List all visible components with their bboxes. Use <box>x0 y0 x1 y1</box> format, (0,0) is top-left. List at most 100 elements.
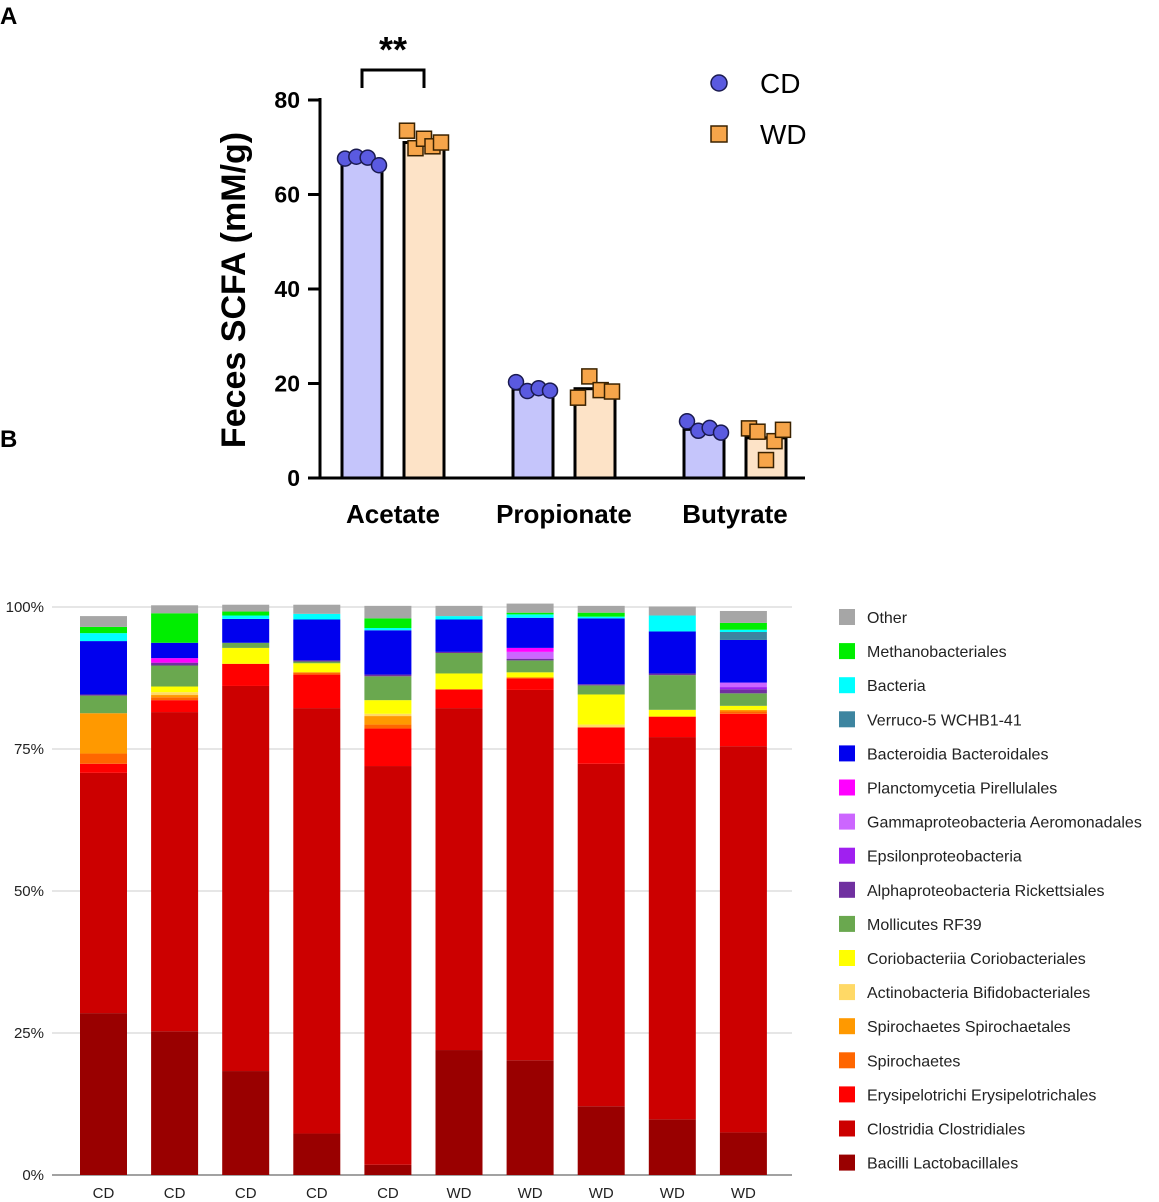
stack-segment-bacilli-lactobacillales <box>719 1132 767 1175</box>
panel-label-a: A <box>0 3 17 30</box>
stack-segment-coriobacteriia-coriobacteriales <box>364 700 412 714</box>
stack-segment-erysipelotrichi-erysipelotrichales <box>364 728 412 767</box>
legend-label-bacteria: Bacteria <box>867 678 926 695</box>
legend-label-spirochaetes: Spirochaetes <box>867 1053 960 1070</box>
stack-segment-mollicutes-rf39 <box>222 642 270 648</box>
x-category-label: WD <box>518 1185 543 1202</box>
data-point <box>757 451 775 469</box>
stack-segment-clostridia-clostridiales <box>151 712 199 1032</box>
data-point <box>370 156 388 174</box>
stack-segment-bacteria <box>222 615 270 619</box>
stack-segment-other <box>577 605 625 613</box>
significance-bracket <box>360 68 426 88</box>
stack-segment-spirochaetes-spirochaetales <box>151 695 199 698</box>
x-category-label: WD <box>589 1185 614 1202</box>
legend-label-erysipelotrichi-erysipelotrichales: Erysipelotrichi Erysipelotrichales <box>867 1087 1096 1104</box>
stack-segment-coriobacteriia-coriobacteriales <box>222 647 270 664</box>
stack-segment-alphaproteobacteria-rickettsiales <box>435 651 483 654</box>
stack-segment-spirochaetes-spirochaetales <box>719 709 767 712</box>
data-point <box>398 122 416 139</box>
legend-label-gammaproteobacteria-aeromonadales: Gammaproteobacteria Aeromonadales <box>867 815 1142 832</box>
legend-swatch-verruco-5-wchb1-41 <box>839 711 855 728</box>
legend-swatch-spirochaetes-spirochaetales <box>839 1018 855 1035</box>
data-point <box>581 368 598 385</box>
stack-segment-erysipelotrichi-erysipelotrichales <box>577 727 625 764</box>
legend-swatch-erysipelotrichi-erysipelotrichales <box>839 1086 855 1103</box>
stack-segment-bacilli-lactobacillales <box>364 1164 412 1175</box>
stack-segment-bacilli-lactobacillales <box>222 1071 270 1175</box>
legend-label-clostridia-clostridiales: Clostridia Clostridiales <box>867 1122 1025 1139</box>
stack-segment-bacilli-lactobacillales <box>648 1119 696 1175</box>
data-point <box>774 421 792 439</box>
stack-segment-clostridia-clostridiales <box>222 685 270 1072</box>
legend-swatch-bacteria <box>839 677 855 694</box>
stack-segment-clostridia-clostridiales <box>80 772 127 1014</box>
stack-segment-methanobacteriales <box>719 622 767 630</box>
stack-segment-bacteria <box>719 629 767 632</box>
stack-segment-coriobacteriia-coriobacteriales <box>648 709 696 717</box>
stack-segment-bacteria <box>293 613 341 620</box>
stack-segment-erysipelotrichi-erysipelotrichales <box>719 713 767 747</box>
legend-swatch-other <box>839 609 855 625</box>
legend-swatch-planctomycetia-pirellulales <box>839 779 855 796</box>
stack-segment-bacteroidia-bacteroidales <box>506 617 554 648</box>
x-category-label: CD <box>235 1185 257 1202</box>
stack-segment-erysipelotrichi-erysipelotrichales <box>648 716 696 738</box>
y-axis-title: Feces SCFA (mM/g) <box>215 132 253 448</box>
stack-segment-bacteria <box>435 616 483 620</box>
stack-segment-mollicutes-rf39 <box>577 685 625 695</box>
stack-segment-coriobacteriia-coriobacteriales <box>506 672 554 678</box>
y-tick-label: 80 <box>274 87 300 113</box>
stack-segment-spirochaetes <box>719 711 767 714</box>
bar-wd <box>402 141 446 480</box>
stack-segment-bacteria <box>648 615 696 632</box>
stack-segment-other <box>293 604 341 614</box>
significance-label: ** <box>379 29 407 70</box>
x-category-label: CD <box>306 1185 328 1202</box>
microbiota-stacked-bar-chart: 0% 25% 50% 75% 100% CD CD CD CD CD WD WD WD WD WD Other… <box>6 599 1142 1202</box>
legend-label-wd: WD <box>760 119 807 150</box>
scfa-bar-chart: 0 20 40 60 80 Feces SCFA (mM/g) Acetate Propion… <box>215 29 807 529</box>
stack-segment-bacteroidia-bacteroidales <box>577 618 625 685</box>
stack-segment-erysipelotrichi-erysipelotrichales <box>506 678 554 690</box>
legend-swatch-actinobacteria-bifidobacteriales <box>839 984 855 1001</box>
stack-segment-mollicutes-rf39 <box>435 653 483 674</box>
data-point <box>359 149 376 166</box>
stack-segment-other <box>151 605 199 614</box>
stack-segment-erysipelotrichi-erysipelotrichales <box>151 700 199 713</box>
stack-segment-erysipelotrichi-erysipelotrichales <box>293 674 341 709</box>
legend-swatch-alphaproteobacteria-rickettsiales <box>839 881 855 898</box>
stack-segment-bacteria <box>364 628 412 631</box>
legend-swatch-spirochaetes <box>839 1052 855 1069</box>
data-point <box>432 134 450 151</box>
legend-label-planctomycetia-pirellulales: Planctomycetia Pirellulales <box>867 781 1057 798</box>
stack-segment-other <box>435 605 483 617</box>
stack-segment-bacilli-lactobacillales <box>151 1031 199 1175</box>
x-category-label: WD <box>731 1185 756 1202</box>
legend-label-actinobacteria-bifidobacteriales: Actinobacteria Bifidobacteriales <box>867 985 1090 1002</box>
stack-segment-alphaproteobacteria-rickettsiales <box>151 662 199 666</box>
legend-marker-wd <box>710 125 728 143</box>
legend-label-methanobacteriales: Methanobacteriales <box>867 644 1007 661</box>
bar-cd <box>340 158 384 480</box>
data-point <box>569 389 587 406</box>
category-label: Butyrate <box>682 499 787 529</box>
bar-cd <box>511 387 555 480</box>
stack-segment-bacilli-lactobacillales <box>293 1133 341 1175</box>
y-tick-label: 0 <box>287 465 300 491</box>
stack-segment-alphaproteobacteria-rickettsiales <box>293 660 341 662</box>
stack-segment-methanobacteriales <box>577 612 625 617</box>
stack-segment-mollicutes-rf39 <box>648 675 696 710</box>
stack-segment-erysipelotrichi-erysipelotrichales <box>222 663 270 686</box>
legend-label-mollicutes-rf39: Mollicutes RF39 <box>867 917 982 934</box>
stack-segment-other <box>506 603 554 613</box>
y-tick-label: 40 <box>274 276 300 302</box>
x-category-label: WD <box>447 1185 472 1202</box>
data-point <box>749 423 766 440</box>
stack-segment-clostridia-clostridiales <box>648 737 696 1120</box>
data-point <box>603 383 621 400</box>
stack-segment-verruco-5-wchb1-41 <box>719 631 767 640</box>
stack-segment-gammaproteobacteria-aeromonadales <box>506 651 554 659</box>
stack-segment-other <box>648 606 696 616</box>
